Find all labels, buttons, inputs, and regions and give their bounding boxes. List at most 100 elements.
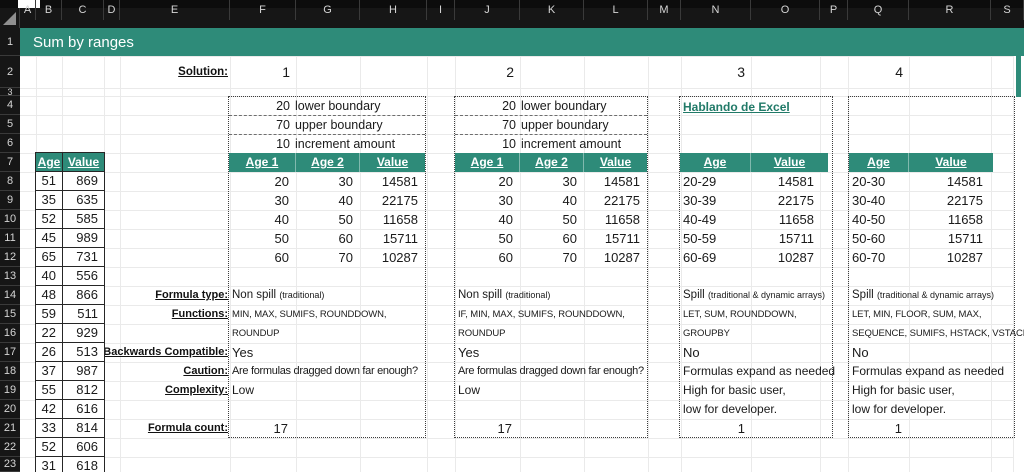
row-header-21[interactable]: 21	[0, 419, 20, 438]
value-cell[interactable]: 616	[63, 400, 104, 418]
age1-cell[interactable]: 40	[498, 212, 513, 227]
table-row[interactable]: 50-59 15711	[680, 229, 832, 248]
hablando-de-excel-link[interactable]: Hablando de Excel	[683, 100, 790, 114]
caution-value[interactable]: Formulas expand as needed	[683, 364, 836, 378]
value-cell[interactable]: 11658	[778, 212, 814, 227]
age2-cell[interactable]: 30	[562, 174, 577, 189]
table-row[interactable]: 20-30 14581	[849, 172, 1014, 191]
vertical-scrollbar-thumb[interactable]	[1016, 56, 1021, 97]
age1-cell[interactable]: 60	[498, 250, 513, 265]
value-cell[interactable]: 14581	[381, 174, 418, 189]
solution-label[interactable]: Solution:	[178, 66, 228, 78]
column-header-i[interactable]: I	[427, 0, 455, 20]
backwards-compatible-value[interactable]: Yes	[458, 345, 480, 360]
table-row[interactable]: 50 60 15711	[229, 229, 425, 248]
row-header-8[interactable]: 8	[0, 172, 20, 191]
row-header-3[interactable]: 3	[0, 88, 20, 96]
value-cell[interactable]: 22175	[381, 193, 418, 208]
backwards-compatible-value[interactable]: No	[852, 345, 869, 360]
row-header-6[interactable]: 6	[0, 134, 20, 153]
row-header-5[interactable]: 5	[0, 115, 20, 134]
source-age-header[interactable]: Age	[36, 153, 62, 171]
complexity-line2[interactable]	[232, 400, 425, 419]
table-row[interactable]: 55 812	[36, 381, 104, 399]
table-row[interactable]: 60 70 10287	[455, 248, 647, 267]
age-range-cell[interactable]: 40-49	[683, 212, 717, 227]
column-header-e[interactable]: E	[120, 0, 230, 20]
value-cell[interactable]: 10287	[777, 250, 814, 265]
functions-line1[interactable]: LET, SUM, ROUNDDOWN,	[683, 309, 797, 320]
age-range-cell[interactable]: 30-40	[852, 193, 886, 208]
value-cell[interactable]: 585	[63, 210, 104, 228]
row-header-22[interactable]: 22	[0, 438, 20, 457]
column-header-s[interactable]: S	[991, 0, 1024, 20]
table-row[interactable]: 33 814	[36, 419, 104, 437]
complexity-line1[interactable]: High for basic user,	[683, 383, 786, 397]
value-header[interactable]: Value	[360, 153, 425, 172]
table-row[interactable]: 20-29 14581	[680, 172, 832, 191]
table-row[interactable]: 50 60 15711	[455, 229, 647, 248]
boundary-row[interactable]: 70 upper boundary	[455, 116, 647, 135]
age-range-cell[interactable]: 60-69	[683, 250, 717, 265]
value-cell[interactable]: 635	[63, 191, 104, 209]
functions-line2[interactable]: SEQUENCE, SUMIFS, HSTACK, VSTACK	[852, 328, 1024, 339]
column-header-d[interactable]: D	[104, 0, 120, 20]
table-row[interactable]: 30-40 22175	[849, 191, 1014, 210]
value-cell[interactable]: 812	[63, 381, 104, 399]
column-header-g[interactable]: G	[296, 0, 360, 20]
age1-header[interactable]: Age 1	[455, 153, 520, 172]
table-row[interactable]: 42 616	[36, 400, 104, 418]
age-cell[interactable]: 65	[36, 248, 62, 266]
backwards-compatible-value[interactable]: Yes	[232, 345, 254, 360]
age-range-cell[interactable]: 30-39	[683, 193, 717, 208]
table-row[interactable]: 40 556	[36, 267, 104, 285]
caution-value[interactable]: Formulas expand as needed	[852, 364, 1005, 378]
caution-value[interactable]: Are formulas dragged down far enough?	[232, 365, 418, 377]
column-header-h[interactable]: H	[360, 0, 427, 20]
column-header-l[interactable]: L	[584, 0, 648, 20]
age-cell[interactable]: 55	[36, 381, 62, 399]
age2-header[interactable]: Age 2	[520, 153, 584, 172]
value-cell[interactable]: 866	[63, 286, 104, 304]
value-cell[interactable]: 22175	[603, 193, 640, 208]
row-header-9[interactable]: 9	[0, 191, 20, 210]
table-row[interactable]: 20 30 14581	[229, 172, 425, 191]
source-value-header[interactable]: Value	[63, 153, 104, 171]
value-cell[interactable]: 15711	[947, 231, 983, 246]
table-row[interactable]: 40-49 11658	[680, 210, 832, 229]
boundary-row[interactable]: 10 increment amount	[229, 135, 425, 154]
column-header-f[interactable]: F	[230, 0, 296, 20]
row-header-19[interactable]: 19	[0, 381, 20, 400]
column-header-j[interactable]: J	[455, 0, 520, 20]
value-cell[interactable]: 22175	[946, 193, 983, 208]
age-cell[interactable]: 31	[36, 457, 62, 472]
age2-cell[interactable]: 50	[562, 212, 577, 227]
column-header-q[interactable]: Q	[848, 0, 909, 20]
value-cell[interactable]: 15711	[778, 231, 814, 246]
column-header-o[interactable]: O	[751, 0, 820, 20]
boundary-value[interactable]: 20	[276, 99, 290, 113]
value-cell[interactable]: 814	[63, 419, 104, 437]
value-cell[interactable]: 929	[63, 324, 104, 342]
table-row[interactable]: 26 513	[36, 343, 104, 361]
row-header-23[interactable]: 23	[0, 457, 20, 472]
functions-line2[interactable]: ROUNDUP	[458, 328, 506, 339]
value-cell[interactable]: 618	[63, 457, 104, 472]
table-row[interactable]: 20 30 14581	[455, 172, 647, 191]
age-header[interactable]: Age	[849, 153, 909, 172]
row-header-11[interactable]: 11	[0, 229, 20, 248]
row-header-12[interactable]: 12	[0, 248, 20, 267]
table-row[interactable]: 45 989	[36, 229, 104, 247]
select-all-corner[interactable]	[0, 8, 20, 28]
age1-cell[interactable]: 40	[274, 212, 289, 227]
table-row[interactable]: 40-50 11658	[849, 210, 1014, 229]
table-row[interactable]: 52 585	[36, 210, 104, 228]
table-row[interactable]: 30 40 22175	[455, 191, 647, 210]
table-row[interactable]: 59 511	[36, 305, 104, 323]
value-header[interactable]: Value	[584, 153, 647, 172]
table-row[interactable]: 22 929	[36, 324, 104, 342]
age2-cell[interactable]: 70	[562, 250, 577, 265]
value-cell[interactable]: 11658	[604, 212, 640, 227]
value-header[interactable]: Value	[751, 153, 828, 172]
age-cell[interactable]: 51	[36, 172, 62, 190]
